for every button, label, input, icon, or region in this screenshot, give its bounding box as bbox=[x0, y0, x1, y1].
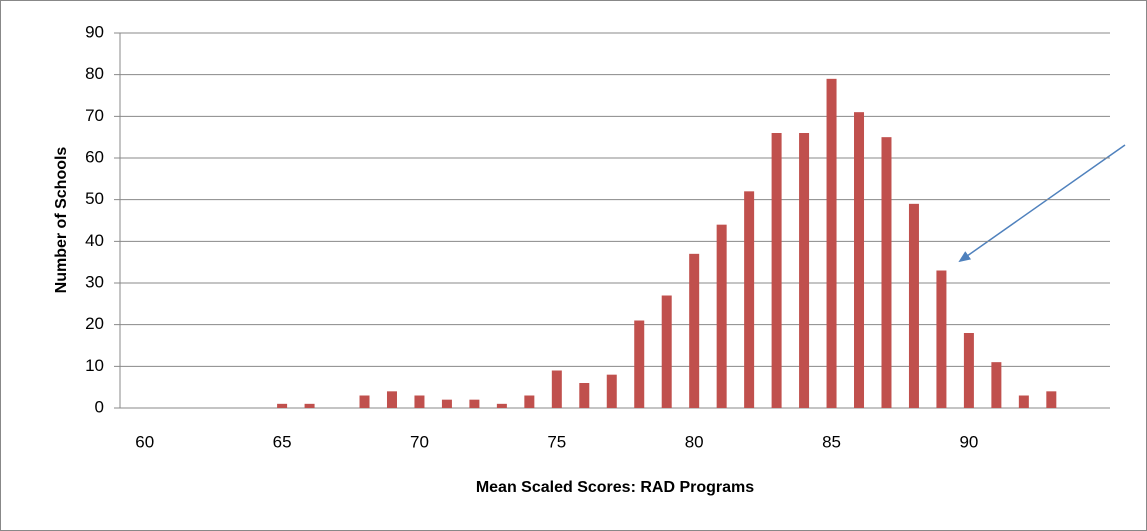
bar bbox=[908, 203, 919, 408]
bar bbox=[963, 333, 974, 408]
y-tick-label: 70 bbox=[85, 106, 104, 125]
y-tick-label: 0 bbox=[95, 397, 104, 416]
x-tick-label: 65 bbox=[273, 432, 292, 451]
bar bbox=[744, 191, 755, 408]
y-tick-label: 30 bbox=[85, 272, 104, 291]
y-tick-label: 50 bbox=[85, 189, 104, 208]
y-tick-label: 60 bbox=[85, 147, 104, 166]
y-tick-label: 10 bbox=[85, 356, 104, 375]
bar bbox=[304, 403, 315, 408]
x-tick-label: 90 bbox=[959, 432, 978, 451]
bar bbox=[854, 112, 865, 409]
y-tick-label: 90 bbox=[85, 22, 104, 41]
x-tick-label: 75 bbox=[547, 432, 566, 451]
bar bbox=[634, 320, 645, 408]
bar bbox=[826, 78, 837, 408]
bar bbox=[991, 362, 1002, 408]
bar bbox=[606, 374, 617, 408]
y-tick-label: 40 bbox=[85, 231, 104, 250]
bar bbox=[441, 399, 452, 408]
bar bbox=[936, 270, 947, 408]
bar bbox=[1046, 391, 1057, 408]
bar bbox=[881, 137, 892, 408]
bar bbox=[661, 295, 672, 408]
bar bbox=[1018, 395, 1029, 408]
y-axis-title: Number of Schools bbox=[53, 147, 70, 294]
bar bbox=[469, 399, 480, 408]
x-axis-title: Mean Scaled Scores: RAD Programs bbox=[476, 479, 754, 496]
x-tick-label: 70 bbox=[410, 432, 429, 451]
bar bbox=[579, 383, 590, 408]
bar bbox=[716, 224, 727, 408]
bar bbox=[359, 395, 370, 408]
bar bbox=[277, 403, 288, 408]
bar bbox=[799, 133, 810, 408]
bar bbox=[496, 403, 507, 408]
y-tick-label: 20 bbox=[85, 314, 104, 333]
bar bbox=[771, 133, 782, 408]
x-tick-label: 85 bbox=[822, 432, 841, 451]
x-tick-label: 80 bbox=[685, 432, 704, 451]
x-tick-label: 60 bbox=[135, 432, 154, 451]
bar bbox=[524, 395, 535, 408]
y-tick-label: 80 bbox=[85, 64, 104, 83]
bar bbox=[689, 253, 700, 408]
bar bbox=[551, 370, 562, 408]
bar bbox=[386, 391, 397, 408]
bar bbox=[414, 395, 425, 408]
